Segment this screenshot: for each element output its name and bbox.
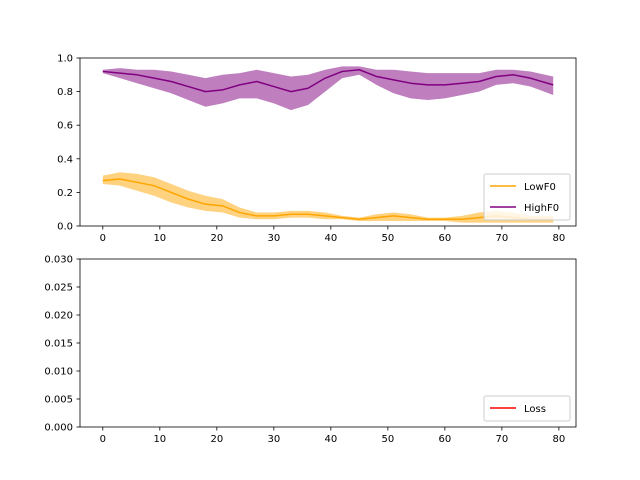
legend-frame xyxy=(483,395,571,422)
top-chart: 0 10 20 30 40 50 60 70 80 0.0 0.2 0.4 0.6 0.8 1.0 LowF0… xyxy=(57,54,577,244)
band-highf0 xyxy=(102,66,554,111)
x-tick-label: 10 xyxy=(153,434,166,445)
x-tick-label: 30 xyxy=(267,434,280,445)
x-tick-label: 70 xyxy=(496,434,509,445)
x-tick-label: 0 xyxy=(100,434,106,445)
x-tick-label: 80 xyxy=(553,434,566,445)
axes-frame xyxy=(79,57,577,227)
x-tick-label: 0 xyxy=(100,233,106,244)
series-line-highf0 xyxy=(102,69,554,93)
y-tick-label: 0.2 xyxy=(57,188,73,199)
x-tick-label: 60 xyxy=(439,434,452,445)
legend-label-highf0: HighF0 xyxy=(524,203,559,214)
x-tick-label: 20 xyxy=(210,434,223,445)
y-tick-label: 1.0 xyxy=(57,54,73,65)
x-tick-label: 50 xyxy=(381,434,394,445)
y-tick-label: 0.030 xyxy=(44,255,73,266)
legend-label-lowf0: LowF0 xyxy=(524,182,556,193)
x-tick-label: 30 xyxy=(267,233,280,244)
y-tick-label: 0.8 xyxy=(57,87,73,98)
x-tick-label: 60 xyxy=(439,233,452,244)
band-lowf0 xyxy=(102,172,554,223)
bottom-chart: 0 10 20 30 40 50 60 70 80 0.000 0.005 0.010 0.015 0.0… xyxy=(44,255,577,445)
x-tick-label: 40 xyxy=(324,233,337,244)
y-tick-label: 0.000 xyxy=(44,423,73,434)
y-tick-label: 0.020 xyxy=(44,311,73,322)
x-tick-label: 70 xyxy=(496,233,509,244)
y-tick-label: 0.025 xyxy=(44,283,73,294)
x-tick-label: 20 xyxy=(210,233,223,244)
x-tick-label: 10 xyxy=(153,233,166,244)
y-tick-label: 0.010 xyxy=(44,367,73,378)
y-tick-label: 0.005 xyxy=(44,395,73,406)
legend: LowF0 HighF0 xyxy=(483,173,571,221)
y-tick-label: 0.015 xyxy=(44,339,73,350)
x-tick-label: 40 xyxy=(324,434,337,445)
legend-label-loss: Loss xyxy=(524,404,546,415)
y-tick-label: 0.0 xyxy=(57,222,73,233)
y-tick-label: 0.4 xyxy=(57,154,73,165)
legend: Loss xyxy=(483,395,571,422)
x-tick-label: 80 xyxy=(553,233,566,244)
series-line-lowf0 xyxy=(102,178,554,221)
y-tick-label: 0.6 xyxy=(57,121,73,132)
x-tick-label: 50 xyxy=(381,233,394,244)
